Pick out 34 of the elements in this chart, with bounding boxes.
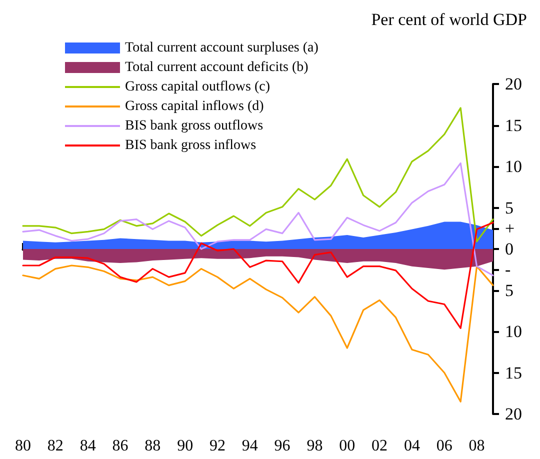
y-tick-label: 10 bbox=[505, 157, 522, 176]
legend-label: Total current account deficits (b) bbox=[125, 60, 309, 75]
x-tick-label: 04 bbox=[404, 438, 420, 454]
x-tick-label: 94 bbox=[242, 438, 258, 454]
y-tick-label: 5 bbox=[505, 280, 514, 300]
y-tick-label: + bbox=[505, 218, 515, 238]
x-tick-label: 80 bbox=[15, 438, 31, 454]
x-tick-label: 06 bbox=[436, 438, 452, 454]
x-tick-label: 86 bbox=[112, 438, 128, 454]
x-tick-label: 96 bbox=[274, 438, 290, 454]
legend-label: Gross capital outflows (c) bbox=[125, 80, 270, 94]
x-tick-label: 88 bbox=[144, 438, 161, 454]
legend-label: Total current account surpluses (a) bbox=[125, 40, 319, 56]
x-tick-label: 98 bbox=[306, 438, 323, 454]
y-tick-label: 15 bbox=[505, 363, 522, 382]
x-tick-label: 92 bbox=[209, 438, 226, 454]
y-tick-label: 10 bbox=[505, 322, 522, 341]
legend-label: BIS bank gross outflows bbox=[125, 118, 264, 134]
legend-label: Gross capital inflows (d) bbox=[125, 99, 264, 114]
y-axis-title: Per cent of world GDP bbox=[371, 10, 528, 29]
x-tick-label: 82 bbox=[47, 438, 64, 454]
y-tick-label: 20 bbox=[505, 74, 522, 94]
x-tick-label: 02 bbox=[372, 438, 388, 454]
x-tick-label: 08 bbox=[468, 438, 485, 454]
legend-label: BIS bank gross inflows bbox=[125, 138, 256, 153]
x-tick-label: 84 bbox=[80, 438, 96, 454]
y-tick-label: 15 bbox=[505, 116, 522, 135]
y-tick-label: 20 bbox=[505, 404, 522, 424]
x-tick-label: 00 bbox=[339, 438, 356, 454]
y-tick-label: 5 bbox=[505, 198, 514, 218]
x-tick-label: 90 bbox=[177, 438, 194, 454]
y-tick-label: - bbox=[505, 260, 511, 280]
y-tick-label: 0 bbox=[505, 240, 514, 258]
line-series bbox=[22, 264, 494, 402]
